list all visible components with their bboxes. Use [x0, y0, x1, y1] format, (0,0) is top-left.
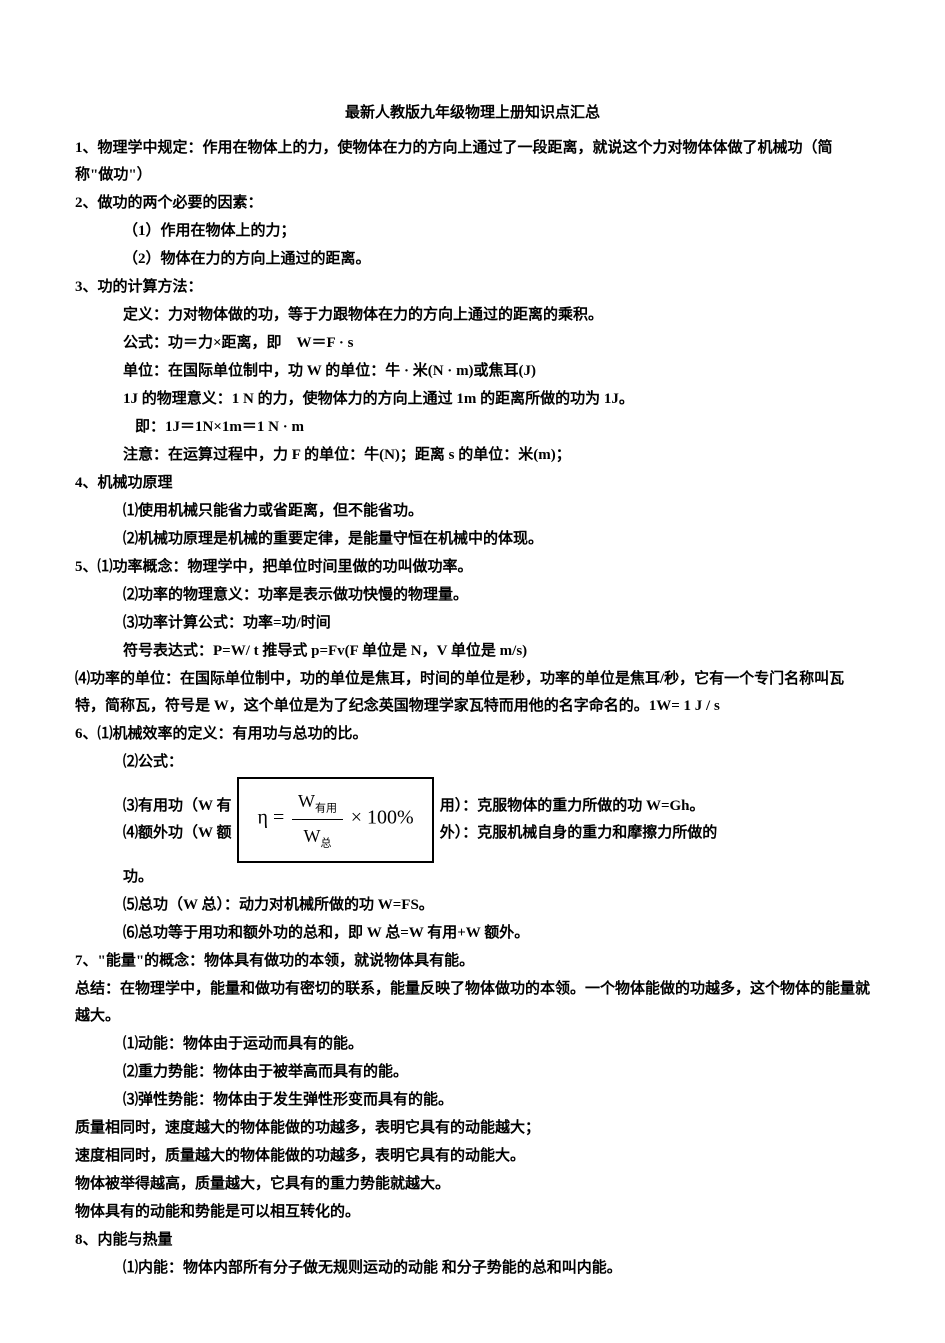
section-3-p2: 公式：功＝力×距离，即 W＝F · s: [75, 330, 870, 357]
section-6-p5: ⑸总功（W 总）：动力对机械所做的功 W=FS。: [75, 892, 870, 919]
section-6-p4a: ⑷额外功（W 额: [123, 820, 231, 847]
section-2-head: 2、做功的两个必要的因素：: [75, 190, 870, 217]
efficiency-formula-box: η = W有用 W总 × 100%: [237, 777, 433, 863]
section-3-p5: 即：1J＝1N×1m＝1 N · m: [75, 414, 870, 441]
section-7-p8: 物体具有的动能和势能是可以相互转化的。: [75, 1199, 870, 1226]
section-6-left-labels: ⑶有用功（W 有 ⑷额外功（W 额: [123, 793, 231, 847]
section-7-p4: ⑶弹性势能：物体由于发生弹性形变而具有的能。: [75, 1087, 870, 1114]
section-8-head: 8、内能与热量: [75, 1227, 870, 1254]
eta-symbol: η =: [257, 806, 284, 828]
sub-youyong: 有用: [315, 803, 337, 815]
section-3-head: 3、功的计算方法：: [75, 274, 870, 301]
section-7-p5: 质量相同时，速度越大的物体能做的功越多，表明它具有的动能越大；: [75, 1115, 870, 1142]
section-7-p7: 物体被举得越高，质量越大，它具有的重力势能就越大。: [75, 1171, 870, 1198]
section-3-p3: 单位：在国际单位制中，功 W 的单位：牛 · 米(N · m)或焦耳(J): [75, 358, 870, 385]
fraction-numerator: W有用: [292, 785, 343, 820]
section-6-p4b: 外）：克服机械自身的重力和摩擦力所做的: [440, 820, 718, 847]
doc-title: 最新人教版九年级物理上册知识点汇总: [75, 100, 870, 127]
section-2-p1: （1）作用在物体上的力；: [75, 218, 870, 245]
efficiency-fraction: W有用 W总: [292, 785, 343, 855]
section-5-p2: ⑵功率的物理意义：功率是表示做功快慢的物理量。: [75, 582, 870, 609]
section-6-formula-row: ⑶有用功（W 有 ⑷额外功（W 额 η = W有用 W总 × 100% 用）：克…: [75, 777, 870, 863]
fraction-denominator: W总: [292, 820, 343, 854]
section-6-p3a: ⑶有用功（W 有: [123, 793, 231, 820]
section-6-p6: ⑹总功等于用功和额外功的总和，即 W 总=W 有用+W 额外。: [75, 920, 870, 947]
section-6-right-labels: 用）：克服物体的重力所做的功 W=Gh。 外）：克服机械自身的重力和摩擦力所做的: [440, 793, 718, 847]
section-3-p1: 定义：力对物体做的功，等于力跟物体在力的方向上通过的距离的乘积。: [75, 302, 870, 329]
section-1: 1、物理学中规定：作用在物体上的力，使物体在力的方向上通过了一段距离，就说这个力…: [75, 135, 870, 189]
sub-zong: 总: [320, 838, 331, 850]
section-4-p1: ⑴使用机械只能省力或省距离，但不能省功。: [75, 498, 870, 525]
section-5-p4: 符号表达式：P=W/ t 推导式 p=Fv(F 单位是 N，V 单位是 m/s): [75, 638, 870, 665]
section-6-p3b: 用）：克服物体的重力所做的功 W=Gh。: [440, 793, 718, 820]
section-7-p1: 总结：在物理学中，能量和做功有密切的联系，能量反映了物体做功的本领。一个物体能做…: [75, 976, 870, 1030]
section-3-p6: 注意：在运算过程中，力 F 的单位：牛(N)；距离 s 的单位：米(m)；: [75, 442, 870, 469]
section-7-p2: ⑴动能：物体由于运动而具有的能。: [75, 1031, 870, 1058]
section-6-p1: 6、⑴机械效率的定义：有用功与总功的比。: [75, 721, 870, 748]
section-2-p2: （2）物体在力的方向上通过的距离。: [75, 246, 870, 273]
section-4-head: 4、机械功原理: [75, 470, 870, 497]
section-8-p1: ⑴内能：物体内部所有分子做无规则运动的动能 和分子势能的总和叫内能。: [75, 1255, 870, 1282]
section-5-p3: ⑶功率计算公式：功率=功/时间: [75, 610, 870, 637]
section-7-head: 7、"能量"的概念：物体具有做功的本领，就说物体具有能。: [75, 948, 870, 975]
section-4-p2: ⑵机械功原理是机械的重要定律，是能量守恒在机械中的体现。: [75, 526, 870, 553]
section-5-p5: ⑷功率的单位：在国际单位制中，功的单位是焦耳，时间的单位是秒，功率的单位是焦耳/…: [75, 666, 870, 720]
section-3-p4: 1J 的物理意义：1 N 的力，使物体力的方向上通过 1m 的距离所做的功为 1…: [75, 386, 870, 413]
section-6-p2: ⑵公式：: [75, 749, 870, 776]
section-6-p4c: 功。: [75, 864, 870, 891]
section-5-p1: 5、⑴功率概念：物理学中，把单位时间里做的功叫做功率。: [75, 554, 870, 581]
formula-suffix: × 100%: [351, 806, 414, 828]
section-7-p6: 速度相同时，质量越大的物体能做的功越多，表明它具有的动能大。: [75, 1143, 870, 1170]
section-7-p3: ⑵重力势能：物体由于被举高而具有的能。: [75, 1059, 870, 1086]
